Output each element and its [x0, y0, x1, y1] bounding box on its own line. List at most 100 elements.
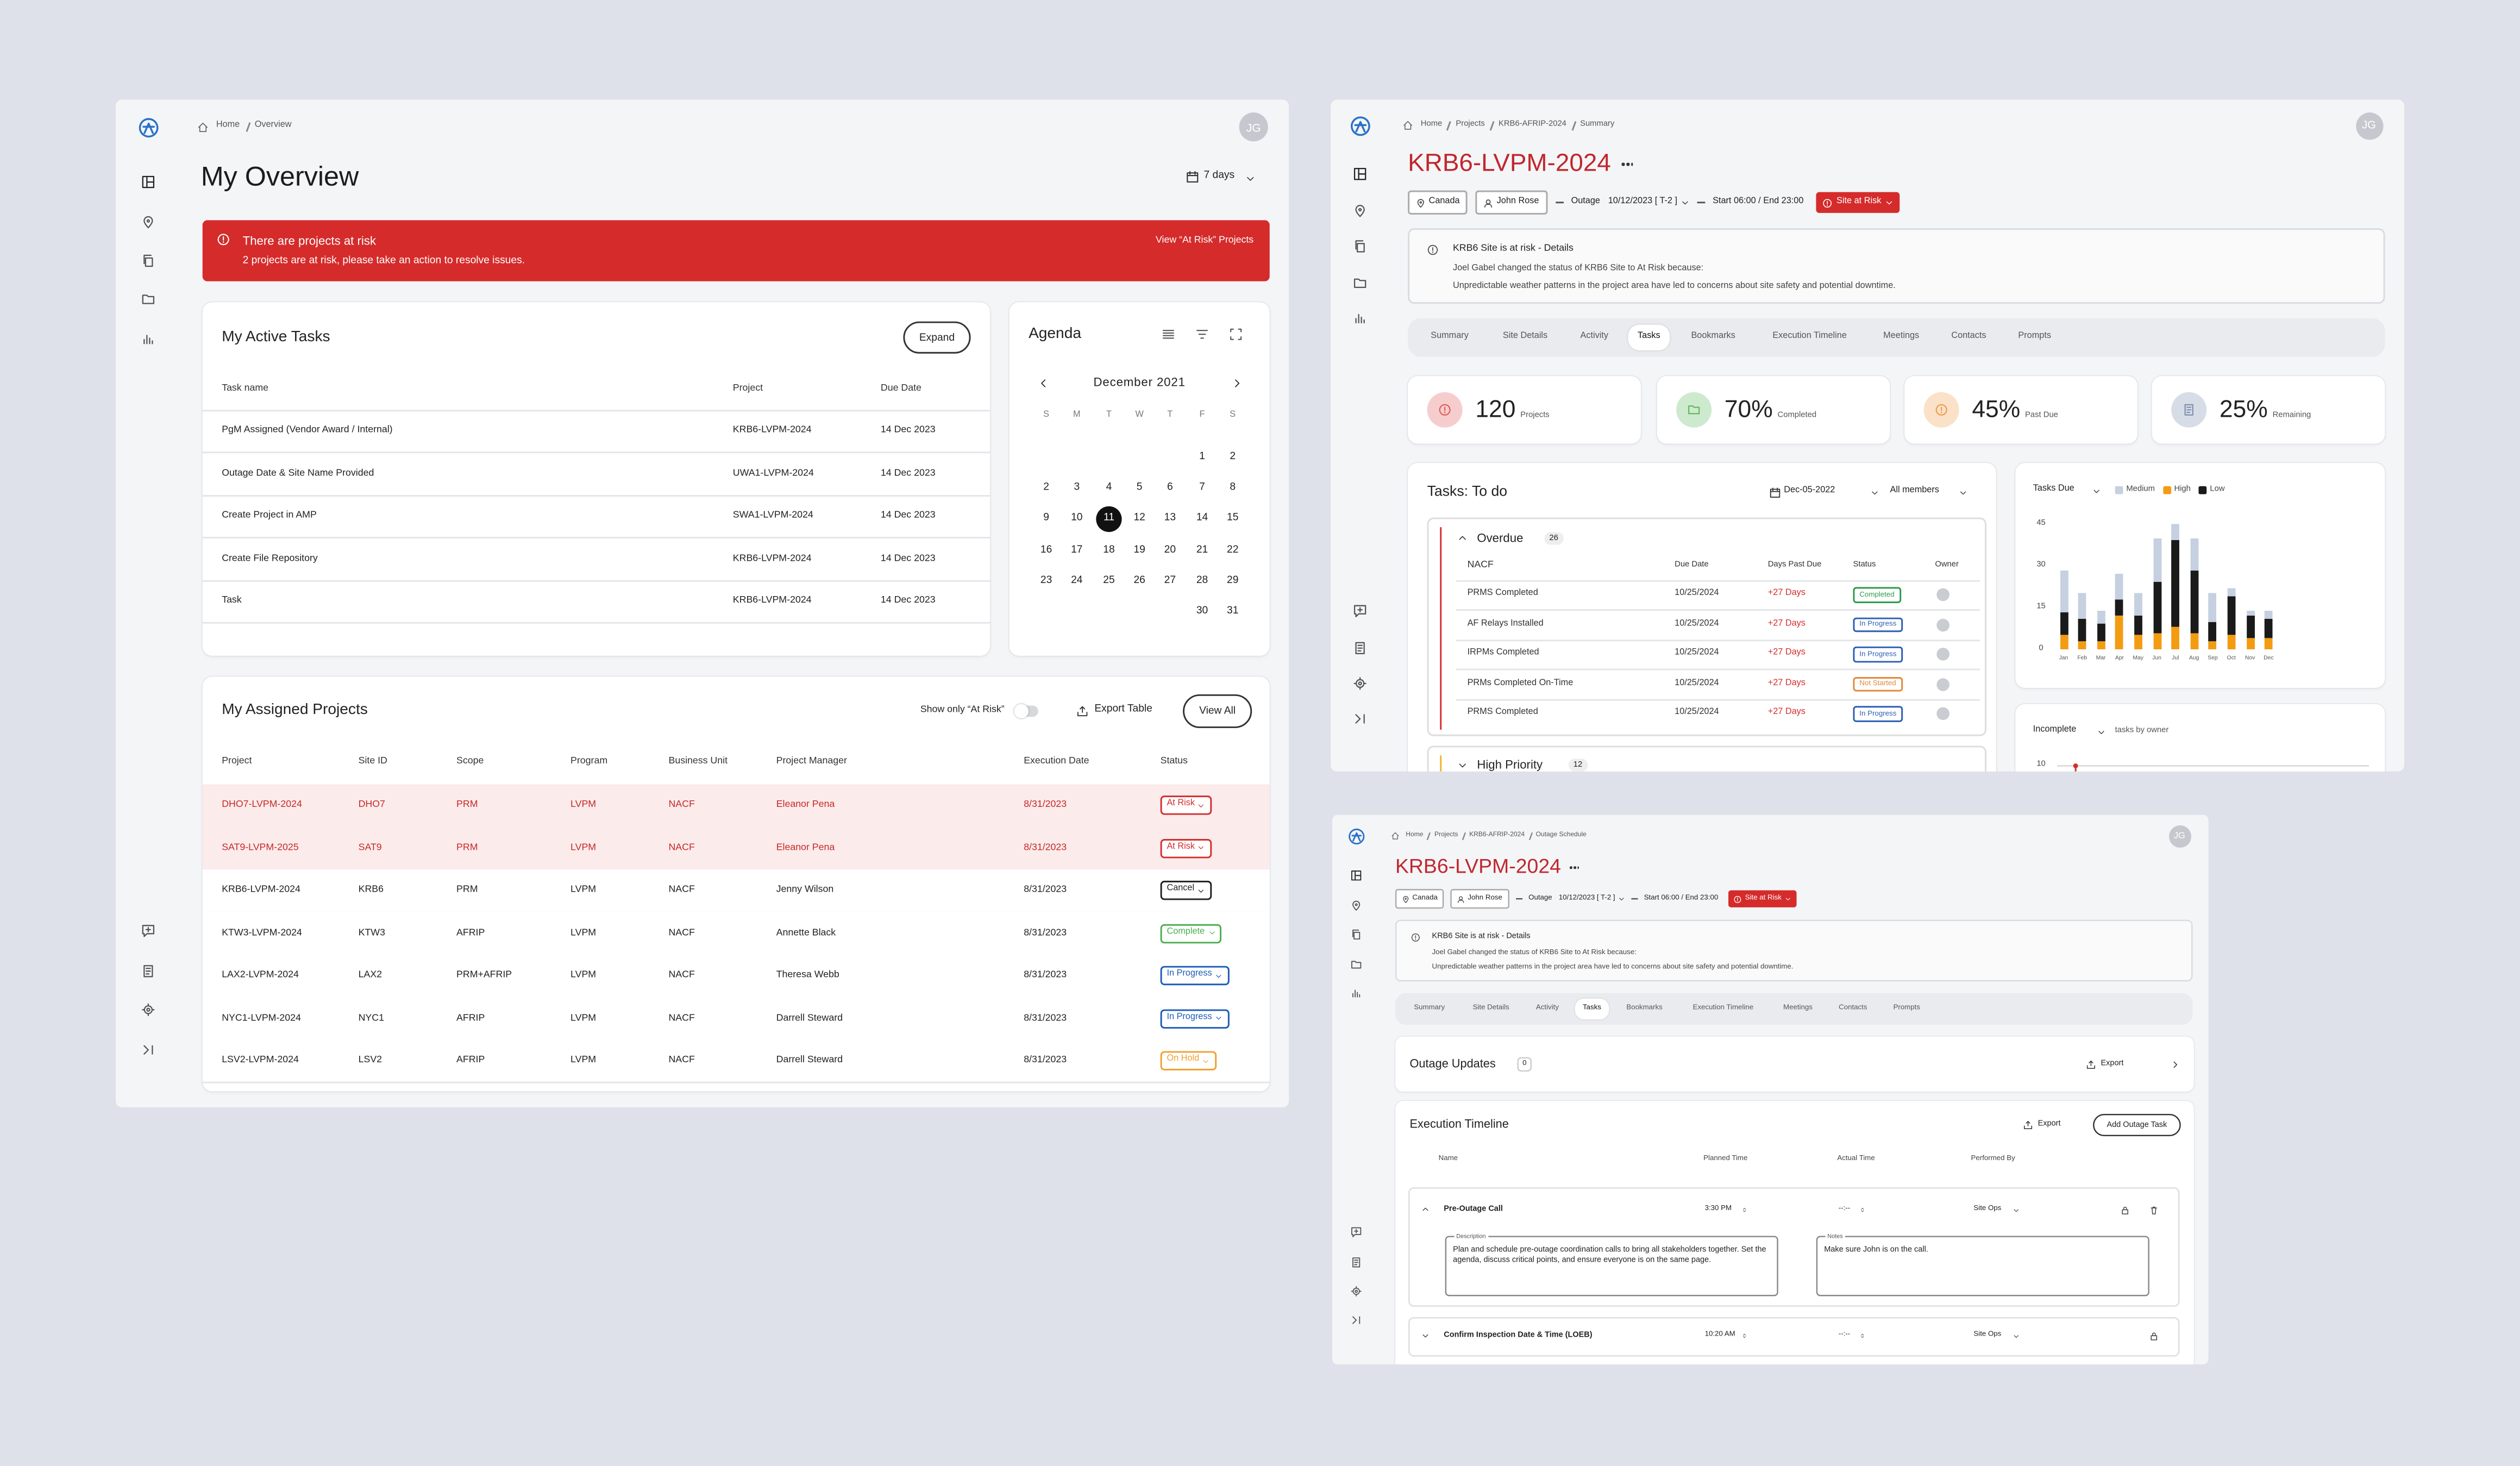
status-pill: In Progress [1853, 646, 1903, 662]
tasks-card: My Active Tasks Expand Task name Project Due… [202, 302, 991, 656]
day[interactable]: 31 [1227, 605, 1239, 617]
outage-date[interactable]: 10/12/2023 [ T-2 ] [1559, 894, 1625, 902]
day[interactable]: 28 [1196, 575, 1208, 586]
day[interactable]: 11 [1103, 512, 1114, 524]
day[interactable]: 18 [1103, 544, 1115, 556]
day[interactable]: 17 [1071, 544, 1083, 556]
day[interactable]: 14 [1196, 512, 1208, 524]
day[interactable]: 10 [1071, 512, 1083, 524]
status-pill[interactable]: Complete [1160, 923, 1222, 943]
cal-shape [1769, 486, 1779, 497]
breadcrumb-item[interactable]: Home [1420, 120, 1443, 130]
day[interactable]: 4 [1106, 481, 1112, 493]
breadcrumb-item[interactable]: Projects [1456, 120, 1485, 130]
status-pill[interactable]: Cancel [1160, 880, 1212, 900]
tab[interactable]: Tasks [1638, 331, 1660, 341]
day[interactable]: 9 [1043, 512, 1049, 524]
day[interactable]: 15 [1227, 512, 1239, 524]
avatar[interactable]: JG [1239, 112, 1268, 142]
breadcrumb-item[interactable]: Home [216, 121, 240, 131]
export[interactable]: Export [2038, 1120, 2061, 1129]
planned-time[interactable]: 3:30 PM [1704, 1205, 1732, 1213]
tab[interactable]: Prompts [2018, 331, 2052, 341]
performed-by[interactable]: Site Ops [1973, 1330, 2002, 1339]
export[interactable]: Export [2101, 1060, 2124, 1068]
day[interactable]: 26 [1133, 575, 1145, 586]
tab[interactable]: Summary [1414, 1004, 1445, 1012]
day[interactable]: 13 [1164, 512, 1176, 524]
more-menu[interactable] [1622, 162, 1633, 165]
tab[interactable]: Execution Timeline [1772, 331, 1847, 341]
button[interactable]: Expand [903, 321, 971, 354]
date-filter[interactable]: Dec-05-2022 [1784, 486, 1835, 496]
planned-time[interactable]: 10:20 AM [1704, 1330, 1735, 1339]
button[interactable]: Add Outage Task [2093, 1113, 2181, 1137]
date-range[interactable]: 7 days [1203, 170, 1235, 181]
breadcrumb-item[interactable]: Overview [254, 121, 292, 131]
tab[interactable]: Site Details [1502, 331, 1548, 341]
outage-date[interactable]: 10/12/2023 [ T-2 ] [1608, 197, 1689, 207]
alert-action[interactable]: View “At Risk” Projects [1156, 236, 1254, 246]
day[interactable]: 2 [1043, 481, 1049, 493]
day[interactable]: 29 [1227, 575, 1239, 586]
tab[interactable]: Activity [1535, 1004, 1559, 1012]
tab[interactable]: Prompts [1893, 1004, 1921, 1012]
cell: IRPMs Completed [1467, 648, 1539, 658]
day[interactable]: 21 [1196, 544, 1208, 556]
tab[interactable]: Execution Timeline [1692, 1004, 1754, 1012]
day[interactable]: 2 [1230, 451, 1236, 463]
performed-by[interactable]: Site Ops [1973, 1205, 2002, 1213]
tab[interactable]: Site Details [1472, 1004, 1509, 1012]
tab[interactable]: Summary [1431, 331, 1469, 341]
tab[interactable]: Activity [1580, 331, 1609, 341]
day[interactable]: 25 [1103, 575, 1115, 586]
avatar[interactable]: JG [2355, 111, 2383, 139]
status-pill[interactable]: In Progress [1160, 1008, 1229, 1028]
day[interactable]: 24 [1071, 575, 1083, 586]
day[interactable]: 1 [1199, 451, 1205, 463]
avatar[interactable]: JG [2168, 824, 2191, 847]
tab[interactable]: Bookmarks [1691, 331, 1735, 341]
member-filter[interactable]: All members [1890, 486, 1939, 496]
export-table[interactable]: Export Table [1094, 703, 1152, 715]
day[interactable]: 23 [1040, 575, 1052, 586]
status-pill[interactable]: At Risk [1160, 795, 1212, 815]
tab[interactable]: Meetings [1883, 331, 1920, 341]
button[interactable]: View All [1183, 694, 1252, 728]
tab[interactable]: Tasks [1583, 1004, 1601, 1012]
tab[interactable]: Bookmarks [1626, 1004, 1663, 1012]
breadcrumb-item[interactable]: Home [1406, 831, 1424, 839]
day[interactable]: 19 [1133, 544, 1145, 556]
day[interactable]: 6 [1167, 481, 1173, 493]
group-name: High Priority [1477, 757, 1543, 772]
cell: PRMs Completed On-Time [1467, 678, 1574, 688]
day[interactable]: 22 [1227, 544, 1239, 556]
chevd-shape [1682, 201, 1688, 205]
day[interactable]: 12 [1133, 512, 1145, 524]
day[interactable]: 16 [1040, 544, 1052, 556]
tab[interactable]: Contacts [1951, 331, 1986, 341]
breadcrumb-item[interactable]: KRB6-AFRIP-2024 [1469, 831, 1525, 839]
more-menu[interactable] [1570, 866, 1579, 869]
breadcrumb-item[interactable]: Outage Schedule [1535, 831, 1587, 839]
breadcrumb-item[interactable]: Summary [1580, 120, 1615, 130]
bar [2078, 641, 2086, 649]
day[interactable]: 20 [1164, 544, 1176, 556]
day[interactable]: 3 [1074, 481, 1080, 493]
status-chip[interactable]: Site at Risk [1816, 192, 1900, 213]
day[interactable]: 8 [1230, 481, 1236, 493]
breadcrumb-item[interactable]: Projects [1434, 831, 1458, 839]
status-chip[interactable]: Site at Risk [1728, 890, 1797, 907]
copy-icon [143, 254, 153, 267]
day[interactable]: 27 [1164, 575, 1176, 586]
breadcrumb-item[interactable]: KRB6-AFRIP-2024 [1498, 120, 1566, 130]
column-header: Project Manager [776, 757, 847, 767]
tab[interactable]: Contacts [1839, 1004, 1867, 1012]
day[interactable]: 5 [1136, 481, 1143, 493]
day[interactable]: 7 [1199, 481, 1205, 493]
tab[interactable]: Meetings [1783, 1004, 1813, 1012]
day[interactable]: 30 [1196, 605, 1208, 617]
status-pill[interactable]: At Risk [1160, 838, 1212, 858]
status-pill[interactable]: On Hold [1160, 1051, 1217, 1070]
status-pill[interactable]: In Progress [1160, 966, 1229, 986]
